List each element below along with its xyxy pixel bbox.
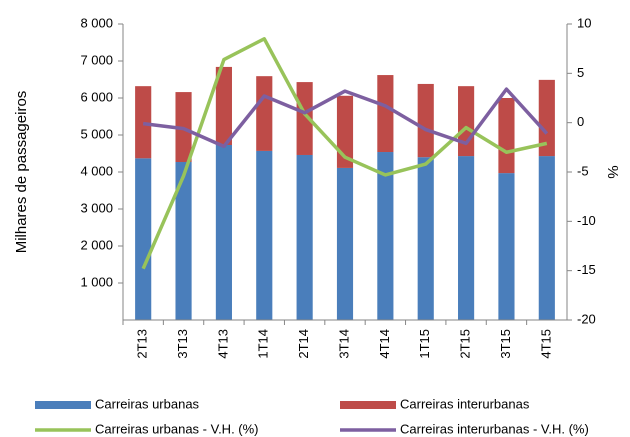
bar xyxy=(377,152,394,320)
bar xyxy=(538,156,555,320)
x-tick-label: 3T14 xyxy=(336,329,351,359)
legend-swatch xyxy=(340,401,396,409)
x-tick-label: 1T14 xyxy=(256,329,271,359)
y2-axis-label: % xyxy=(604,165,621,178)
bar xyxy=(175,162,192,320)
x-tick-label: 4T15 xyxy=(538,329,553,359)
bar xyxy=(336,95,354,168)
bar xyxy=(256,150,273,320)
legend-swatch xyxy=(35,401,91,409)
x-tick-label: 2T13 xyxy=(135,329,150,359)
x-tick-label: 2T15 xyxy=(458,329,473,359)
legend-label: Carreiras urbanas xyxy=(95,396,200,411)
y2-tick-label: -15 xyxy=(577,262,596,277)
x-tick-label: 3T15 xyxy=(498,329,513,359)
bar xyxy=(377,75,394,153)
x-tick-label: 3T13 xyxy=(175,329,190,359)
x-tick-label: 2T14 xyxy=(296,329,311,359)
y2-tick-label: 10 xyxy=(577,15,591,30)
bar xyxy=(256,76,273,151)
bar xyxy=(498,98,515,174)
y-tick-label: 1 000 xyxy=(80,274,113,289)
bar xyxy=(458,86,475,157)
legend-label: Carreiras interurbanas - V.H. (%) xyxy=(400,421,589,436)
bar xyxy=(215,66,232,145)
line xyxy=(141,37,548,270)
bar xyxy=(135,158,152,320)
bar xyxy=(215,144,232,320)
y-tick-label: 4 000 xyxy=(80,163,113,178)
bar xyxy=(458,156,475,320)
bar xyxy=(336,167,354,320)
x-tick-label: 4T13 xyxy=(215,329,230,359)
line xyxy=(142,87,549,149)
bar xyxy=(538,79,555,157)
y-tick-label: 3 000 xyxy=(80,200,113,215)
legend-label: Carreiras interurbanas xyxy=(400,396,530,411)
y-tick-label: 6 000 xyxy=(80,89,113,104)
y2-tick-label: 0 xyxy=(577,114,584,129)
bar xyxy=(135,86,152,159)
y2-tick-label: -20 xyxy=(577,311,596,326)
y-axis-label: Milhares de passageiros xyxy=(13,91,30,254)
bar xyxy=(498,173,515,320)
y-tick-label: 7 000 xyxy=(80,52,113,67)
y2-tick-label: -10 xyxy=(577,213,596,228)
y-tick-label: 2 000 xyxy=(80,237,113,252)
y2-tick-label: 5 xyxy=(577,65,584,80)
x-tick-label: 4T14 xyxy=(377,329,392,359)
bar xyxy=(417,83,434,158)
bar xyxy=(417,157,434,320)
y-tick-label: 5 000 xyxy=(80,126,113,141)
y-tick-label: 8 000 xyxy=(80,15,113,30)
x-tick-label: 1T15 xyxy=(417,329,432,359)
bar xyxy=(296,154,313,320)
y2-tick-label: -5 xyxy=(577,163,589,178)
bar xyxy=(296,82,313,155)
legend-label: Carreiras urbanas - V.H. (%) xyxy=(95,421,259,436)
